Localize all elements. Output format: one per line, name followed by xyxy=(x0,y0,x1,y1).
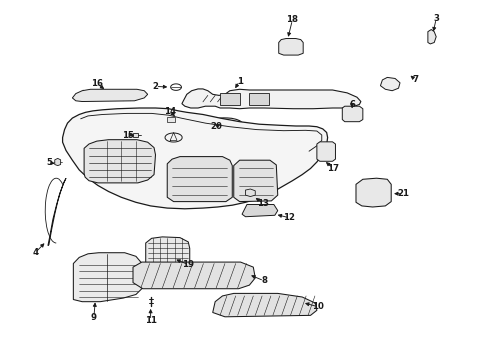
Text: 20: 20 xyxy=(210,122,222,131)
Text: 2: 2 xyxy=(152,82,158,91)
Polygon shape xyxy=(355,178,390,207)
Polygon shape xyxy=(249,93,268,105)
Text: 21: 21 xyxy=(397,189,408,198)
Text: 13: 13 xyxy=(257,199,268,208)
Polygon shape xyxy=(233,160,277,202)
Text: 5: 5 xyxy=(46,158,52,167)
Polygon shape xyxy=(278,39,303,55)
Polygon shape xyxy=(133,262,255,289)
Text: 16: 16 xyxy=(91,79,102,88)
Text: 8: 8 xyxy=(261,276,266,285)
Text: 7: 7 xyxy=(412,76,418,85)
Text: 18: 18 xyxy=(286,15,298,24)
Text: 6: 6 xyxy=(348,100,354,109)
Polygon shape xyxy=(245,189,255,197)
Polygon shape xyxy=(427,30,435,44)
Polygon shape xyxy=(84,140,155,183)
Text: 12: 12 xyxy=(283,213,295,222)
Polygon shape xyxy=(182,89,360,109)
Polygon shape xyxy=(167,157,232,202)
Polygon shape xyxy=(220,93,239,105)
Polygon shape xyxy=(316,142,335,161)
Polygon shape xyxy=(62,108,327,209)
Text: 17: 17 xyxy=(327,164,339,173)
Polygon shape xyxy=(167,117,175,122)
Text: 1: 1 xyxy=(236,77,242,85)
Text: 3: 3 xyxy=(432,14,438,23)
Polygon shape xyxy=(212,293,316,317)
Polygon shape xyxy=(48,178,66,246)
Text: 14: 14 xyxy=(164,107,176,116)
Polygon shape xyxy=(55,158,61,166)
Text: 11: 11 xyxy=(144,316,156,325)
Polygon shape xyxy=(145,237,189,268)
Text: 9: 9 xyxy=(91,313,97,322)
Text: 10: 10 xyxy=(311,302,323,311)
Text: 19: 19 xyxy=(182,260,194,269)
Polygon shape xyxy=(342,106,362,122)
Text: 15: 15 xyxy=(122,130,134,139)
Text: 4: 4 xyxy=(32,248,38,257)
Polygon shape xyxy=(73,253,142,302)
Polygon shape xyxy=(72,89,147,102)
Polygon shape xyxy=(242,204,277,217)
Polygon shape xyxy=(133,133,138,137)
Polygon shape xyxy=(380,77,399,91)
